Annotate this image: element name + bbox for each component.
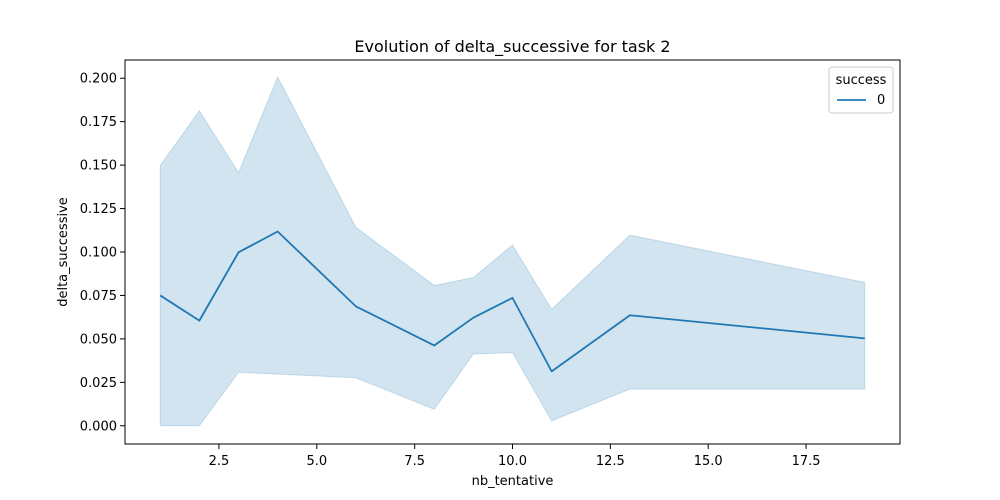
y-tick-label: 0.150: [80, 159, 117, 174]
y-axis-label: delta_successive: [56, 197, 71, 307]
y-tick-label: 0.000: [80, 419, 117, 434]
y-tick-label: 0.100: [80, 246, 117, 261]
y-tick-label: 0.125: [80, 202, 117, 217]
legend: success 0: [828, 66, 894, 114]
chart-title: Evolution of delta_successive for task 2: [354, 37, 670, 57]
x-tick-label: 7.5: [404, 454, 425, 469]
x-tick-label: 5.0: [306, 454, 327, 469]
y-tick-label: 0.050: [80, 332, 117, 347]
x-tick-label: 17.5: [792, 454, 821, 469]
legend-title: success: [836, 73, 887, 88]
plot-frame: [124, 59, 901, 445]
series-line-0: [159, 230, 865, 373]
x-tick-label: 15.0: [694, 454, 723, 469]
y-tick-label: 0.200: [80, 72, 117, 87]
legend-entry-0: 0: [877, 93, 885, 108]
y-tick-label: 0.025: [80, 376, 117, 391]
x-axis-label: nb_tentative: [472, 474, 554, 489]
x-tick-label: 12.5: [596, 454, 625, 469]
y-tick-label: 0.175: [80, 115, 117, 130]
confidence-band-0: [159, 75, 866, 427]
x-tick-label: 10.0: [498, 454, 527, 469]
y-tick-label: 0.075: [80, 289, 117, 304]
legend-box: [828, 66, 894, 114]
plot-area: 2.5 5.0 7.5 10.0 12.5 15.0 17.5 0.000 0.025 0.050…: [80, 72, 866, 469]
x-tick-label: 2.5: [209, 454, 230, 469]
